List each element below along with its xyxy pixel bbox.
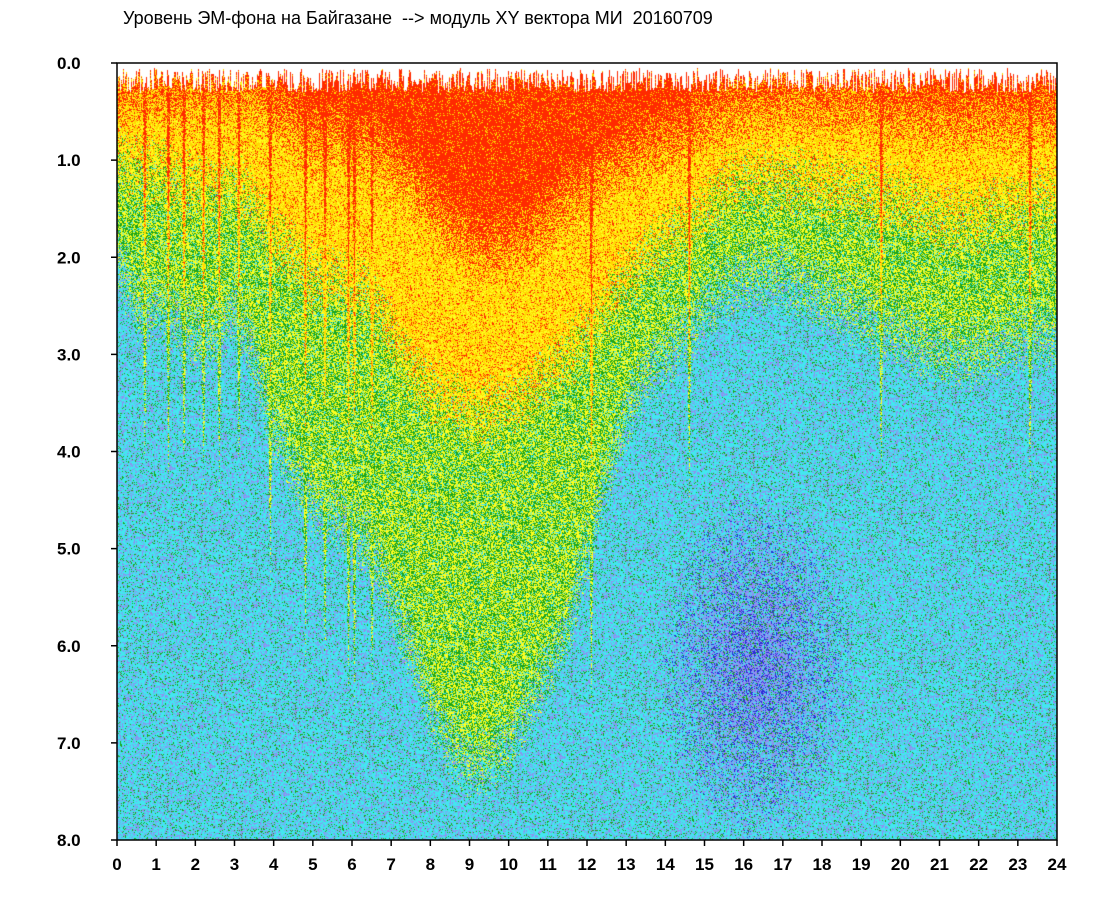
y-tick-label: 5.0 [57, 540, 81, 559]
x-axis: 0 1 2 3 4 5 6 7 8 9 10 11 12 13 14 15 16 17 18 19 20 21 22 23 24 [112, 840, 1067, 874]
plot-area [117, 63, 1057, 840]
x-tick-label: 0 [112, 855, 121, 874]
x-tick-label: 16 [734, 855, 753, 874]
y-tick-label: 7.0 [57, 734, 81, 753]
y-tick-label: 6.0 [57, 637, 81, 656]
y-tick-label: 1.0 [57, 151, 81, 170]
x-tick-label: 24 [1048, 855, 1067, 874]
x-tick-label: 3 [230, 855, 239, 874]
x-tick-label: 12 [578, 855, 597, 874]
x-tick-label: 13 [617, 855, 636, 874]
x-tick-label: 4 [269, 855, 279, 874]
x-tick-label: 14 [656, 855, 675, 874]
y-tick-label: 8.0 [57, 831, 81, 850]
chart-title: Уровень ЭМ-фона на Байгазане --> модуль … [123, 8, 713, 28]
y-axis: 0.0 1.0 2.0 3.0 4.0 5.0 6.0 7.0 8.0 [57, 54, 117, 850]
x-tick-label: 9 [465, 855, 474, 874]
x-tick-label: 17 [773, 855, 792, 874]
y-tick-label: 3.0 [57, 345, 81, 364]
x-tick-label: 23 [1008, 855, 1027, 874]
x-tick-label: 8 [426, 855, 435, 874]
y-tick-label: 2.0 [57, 248, 81, 267]
x-tick-label: 10 [499, 855, 518, 874]
x-tick-label: 7 [386, 855, 395, 874]
x-tick-label: 19 [852, 855, 871, 874]
x-tick-label: 18 [813, 855, 832, 874]
y-tick-label: 0.0 [57, 54, 81, 73]
x-tick-label: 5 [308, 855, 317, 874]
y-tick-label: 4.0 [57, 443, 81, 462]
heatmap-image [117, 63, 1057, 840]
x-tick-label: 21 [930, 855, 949, 874]
x-tick-label: 1 [151, 855, 160, 874]
x-tick-label: 15 [695, 855, 714, 874]
x-tick-label: 2 [191, 855, 200, 874]
x-tick-label: 6 [347, 855, 356, 874]
x-tick-label: 11 [539, 855, 557, 874]
x-tick-label: 20 [891, 855, 910, 874]
x-tick-label: 22 [969, 855, 988, 874]
